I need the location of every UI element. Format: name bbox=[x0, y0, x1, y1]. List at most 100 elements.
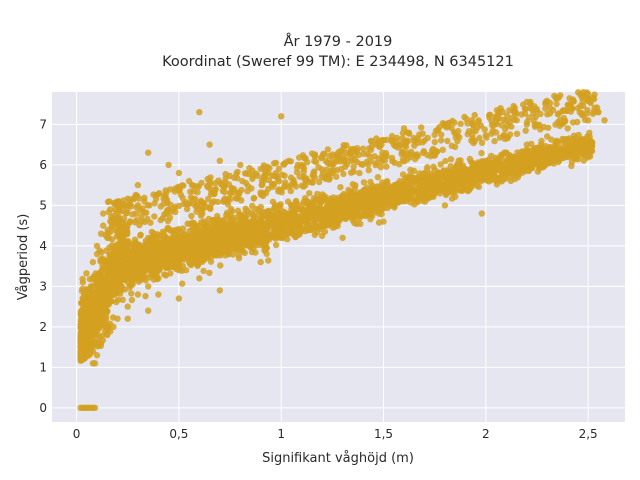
data-point bbox=[222, 221, 229, 228]
data-point bbox=[557, 120, 565, 127]
data-point bbox=[360, 179, 368, 186]
data-point bbox=[252, 170, 260, 177]
data-point bbox=[463, 115, 470, 123]
data-point bbox=[284, 228, 291, 235]
data-point bbox=[407, 166, 414, 174]
data-point bbox=[356, 200, 363, 207]
data-point bbox=[569, 96, 577, 103]
data-point bbox=[348, 210, 355, 217]
y-tick-label: 5 bbox=[39, 198, 47, 212]
data-point bbox=[368, 138, 375, 145]
data-point bbox=[87, 283, 95, 290]
data-point bbox=[311, 168, 318, 175]
x-tick-label: 2 bbox=[482, 427, 490, 441]
data-point bbox=[185, 233, 192, 241]
data-point bbox=[277, 186, 284, 194]
data-point bbox=[116, 262, 123, 270]
data-point bbox=[100, 222, 107, 229]
data-point bbox=[470, 139, 477, 147]
data-point bbox=[442, 157, 449, 165]
data-point bbox=[196, 275, 203, 282]
data-point bbox=[376, 207, 383, 214]
data-point bbox=[545, 124, 552, 131]
data-point bbox=[414, 197, 421, 204]
data-point bbox=[216, 287, 223, 294]
data-point bbox=[112, 256, 119, 263]
y-tick-label: 7 bbox=[39, 117, 47, 131]
data-point bbox=[210, 251, 217, 258]
y-tick-label: 4 bbox=[39, 239, 47, 253]
data-point bbox=[150, 269, 158, 277]
data-point bbox=[268, 233, 275, 240]
data-point bbox=[124, 274, 132, 282]
data-point bbox=[92, 270, 99, 277]
data-point bbox=[486, 111, 494, 119]
data-point bbox=[167, 270, 174, 277]
data-point bbox=[136, 266, 144, 273]
data-point bbox=[383, 179, 390, 186]
y-tick-label: 0 bbox=[39, 401, 47, 415]
data-point bbox=[444, 187, 451, 195]
data-point bbox=[151, 213, 158, 220]
data-point bbox=[283, 217, 290, 225]
data-point bbox=[175, 295, 183, 302]
data-point bbox=[544, 133, 551, 140]
data-point bbox=[127, 281, 135, 288]
data-point bbox=[124, 222, 131, 229]
data-point bbox=[240, 229, 247, 236]
data-point bbox=[83, 352, 91, 359]
data-point bbox=[574, 118, 581, 126]
data-point bbox=[454, 137, 461, 145]
x-tick-label: 1,5 bbox=[374, 427, 393, 441]
data-point bbox=[200, 218, 208, 225]
data-point bbox=[494, 174, 501, 182]
data-point bbox=[493, 181, 501, 188]
data-point bbox=[376, 143, 383, 150]
data-point bbox=[302, 155, 309, 162]
data-point bbox=[258, 210, 266, 217]
data-point bbox=[93, 352, 101, 359]
data-point bbox=[502, 126, 509, 133]
data-point bbox=[130, 251, 137, 258]
data-point bbox=[235, 189, 242, 196]
data-point bbox=[528, 149, 535, 156]
data-point bbox=[242, 179, 250, 187]
data-point bbox=[521, 110, 529, 117]
data-point bbox=[312, 158, 320, 166]
data-point bbox=[130, 266, 138, 273]
data-point bbox=[83, 270, 90, 277]
data-point bbox=[207, 191, 215, 198]
data-point bbox=[166, 214, 174, 221]
data-point bbox=[238, 197, 245, 204]
data-point bbox=[542, 105, 549, 112]
data-point bbox=[472, 127, 479, 135]
data-point bbox=[237, 161, 244, 169]
data-point bbox=[229, 216, 236, 223]
x-tick-label: 2,5 bbox=[579, 427, 598, 441]
data-point bbox=[588, 147, 596, 155]
data-point bbox=[147, 247, 154, 255]
data-point bbox=[201, 236, 208, 244]
data-point bbox=[172, 237, 179, 245]
data-point bbox=[97, 339, 105, 347]
data-point bbox=[124, 315, 131, 322]
data-point bbox=[117, 252, 125, 259]
data-point bbox=[446, 170, 453, 177]
data-point bbox=[523, 121, 530, 128]
data-point bbox=[347, 155, 355, 162]
data-point bbox=[330, 214, 337, 221]
data-point bbox=[235, 255, 243, 262]
data-point bbox=[296, 154, 303, 161]
data-point bbox=[476, 170, 483, 177]
data-point bbox=[580, 157, 587, 164]
data-point bbox=[520, 101, 527, 108]
data-point bbox=[469, 121, 476, 128]
data-point bbox=[431, 166, 438, 173]
data-point bbox=[102, 324, 109, 332]
data-point bbox=[391, 159, 398, 166]
data-point bbox=[406, 188, 413, 195]
data-point bbox=[477, 122, 484, 129]
data-point bbox=[449, 189, 456, 197]
data-point bbox=[339, 214, 346, 221]
data-point bbox=[81, 331, 88, 339]
